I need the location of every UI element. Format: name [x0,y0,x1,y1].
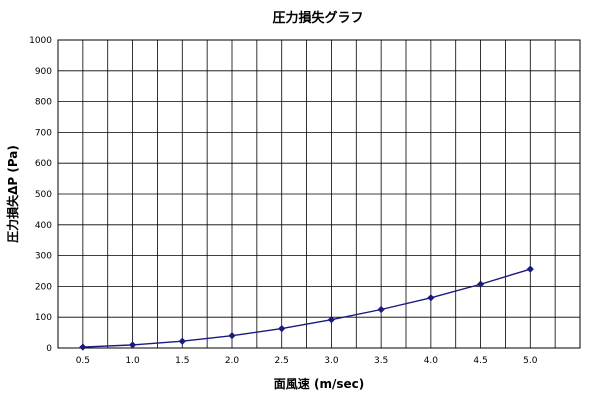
plot-area-frame [57,39,581,349]
x-tick-label: 1.0 [125,356,140,366]
y-tick-label: 0 [46,344,52,354]
x-tick-label: 3.0 [324,356,339,366]
series-layer [79,265,534,351]
x-tick-label: 1.5 [175,356,189,366]
y-axis-label: 圧力損失ΔP (Pa) [5,145,20,243]
x-tick-label: 4.5 [473,356,487,366]
data-point-marker [128,341,137,349]
y-tick-label: 800 [35,98,52,108]
x-tick-label: 0.5 [76,356,90,366]
x-axis-label: 面風速 (m/sec) [274,376,364,391]
data-point-marker [327,316,336,324]
data-point-marker [228,332,236,340]
data-point-marker [427,294,435,302]
data-point-marker [377,305,385,314]
y-tick-label: 500 [35,190,52,200]
x-tick-label: 2.5 [275,356,289,366]
x-tick-label: 5.0 [523,356,538,366]
y-tick-label: 1000 [29,36,52,46]
x-tick-label: 2.0 [225,356,240,366]
data-point-marker [278,324,286,333]
x-tick-label: 4.0 [424,356,439,366]
y-tick-label: 100 [35,313,52,323]
data-point-marker [476,280,485,288]
y-tick-label: 600 [35,159,52,169]
x-axis-ticks: 0.5 1.0 1.5 2.0 2.5 3.0 3.5 4.0 4.5 5.0 [76,356,538,366]
x-tick-label: 3.5 [374,356,388,366]
y-tick-label: 900 [35,67,52,77]
y-tick-label: 400 [35,221,52,231]
y-tick-label: 300 [35,252,52,262]
data-point-marker [178,337,186,345]
grid-lines [58,39,580,349]
data-point-marker [526,265,534,273]
data-point-marker [79,343,87,351]
y-axis-ticks: 0 100 200 300 400 500 600 700 800 900 1000 [29,36,52,354]
y-tick-label: 700 [35,128,52,138]
y-tick-label: 200 [35,282,52,292]
series-line [82,268,531,348]
chart-title: 圧力損失グラフ [272,10,363,26]
